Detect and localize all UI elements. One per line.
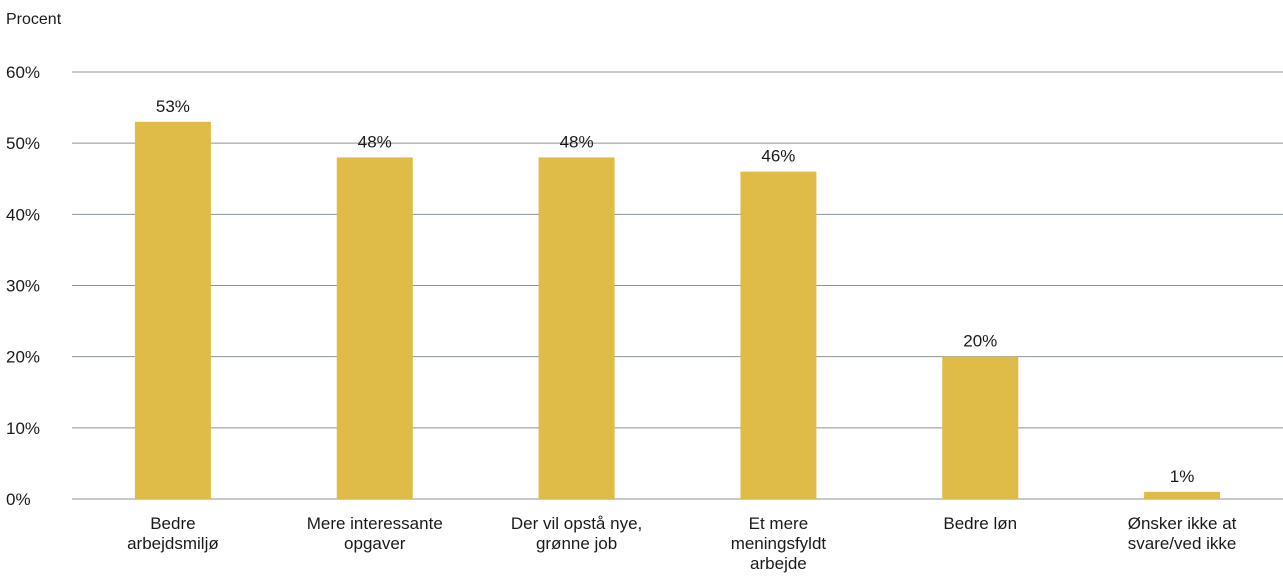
- x-category-label: Mere interessante opgaver: [307, 514, 443, 553]
- y-tick-label: 0%: [6, 490, 31, 509]
- y-tick-label: 60%: [6, 63, 40, 82]
- x-category-label: Ønsker ikke at svare/ved ikke: [1128, 514, 1237, 553]
- y-tick-label: 30%: [6, 277, 40, 296]
- bar-value-label: 20%: [963, 332, 997, 351]
- bar: [538, 157, 615, 499]
- bar: [1144, 491, 1221, 499]
- bar-value-label: 1%: [1170, 467, 1195, 486]
- x-axis-categories: Bedre arbejdsmiljø Mere interessante opgave…: [127, 514, 1237, 573]
- x-category-label: Bedre løn: [943, 514, 1017, 533]
- y-tick-label: 20%: [6, 348, 40, 367]
- bar-value-label: 53%: [156, 97, 190, 116]
- x-category-label: Der vil opstå nye, grønne job: [511, 514, 642, 553]
- y-axis-title: Procent: [6, 11, 62, 28]
- bar: [740, 171, 817, 499]
- y-tick-label: 10%: [6, 419, 40, 438]
- y-tick-label: 40%: [6, 205, 40, 224]
- bar-value-label: 48%: [358, 132, 392, 151]
- bar: [336, 157, 413, 499]
- y-tick-label: 50%: [6, 134, 40, 153]
- x-category-label: Et mere meningsfyldt arbejde: [731, 514, 827, 573]
- bar: [942, 356, 1019, 499]
- bar-value-label: 48%: [560, 132, 594, 151]
- gridlines: [72, 71, 1283, 500]
- data-labels: 53% 48% 48% 46% 20% 1%: [156, 97, 1194, 486]
- bars: [134, 121, 1221, 500]
- bar-value-label: 46%: [761, 147, 795, 166]
- bar: [134, 121, 211, 500]
- y-axis-ticks: 0% 10% 20% 30% 40% 50% 60%: [6, 63, 40, 509]
- x-category-label: Bedre arbejdsmiljø: [127, 514, 219, 553]
